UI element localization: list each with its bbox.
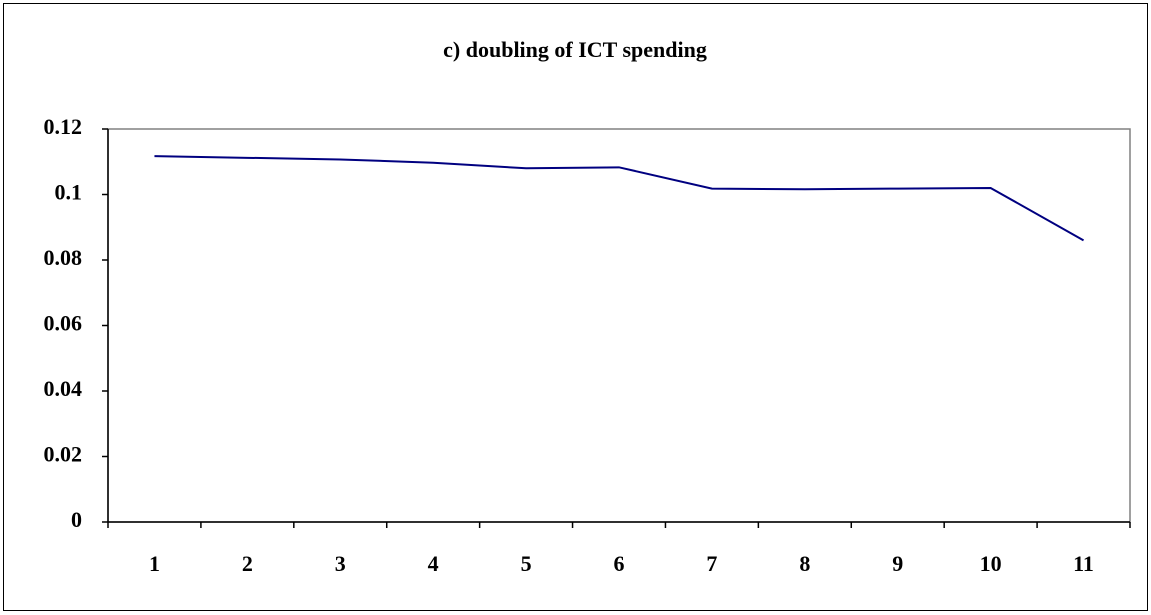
x-tick-label: 6 bbox=[614, 551, 625, 576]
x-tick-label: 5 bbox=[521, 551, 532, 576]
x-tick-label: 7 bbox=[706, 551, 717, 576]
y-tick-label: 0 bbox=[71, 507, 82, 532]
x-tick-label: 10 bbox=[980, 551, 1002, 576]
x-tick-label: 8 bbox=[799, 551, 810, 576]
line-series bbox=[154, 155, 1085, 242]
y-tick-label: 0.08 bbox=[44, 245, 83, 270]
x-tick-label: 3 bbox=[335, 551, 346, 576]
chart-title: c) doubling of ICT spending bbox=[443, 37, 707, 62]
x-tick-label: 9 bbox=[892, 551, 903, 576]
x-tick-label: 11 bbox=[1073, 551, 1094, 576]
chart-border bbox=[3, 3, 1148, 611]
y-tick-label: 0.06 bbox=[44, 311, 83, 336]
y-tick-label: 0.04 bbox=[44, 376, 83, 401]
x-tick-label: 1 bbox=[149, 551, 160, 576]
y-tick-label: 0.12 bbox=[44, 114, 83, 139]
x-tick-label: 4 bbox=[428, 551, 439, 576]
y-tick-label: 0.1 bbox=[55, 180, 83, 205]
y-tick-label: 0.02 bbox=[44, 442, 83, 467]
x-tick-label: 2 bbox=[242, 551, 253, 576]
